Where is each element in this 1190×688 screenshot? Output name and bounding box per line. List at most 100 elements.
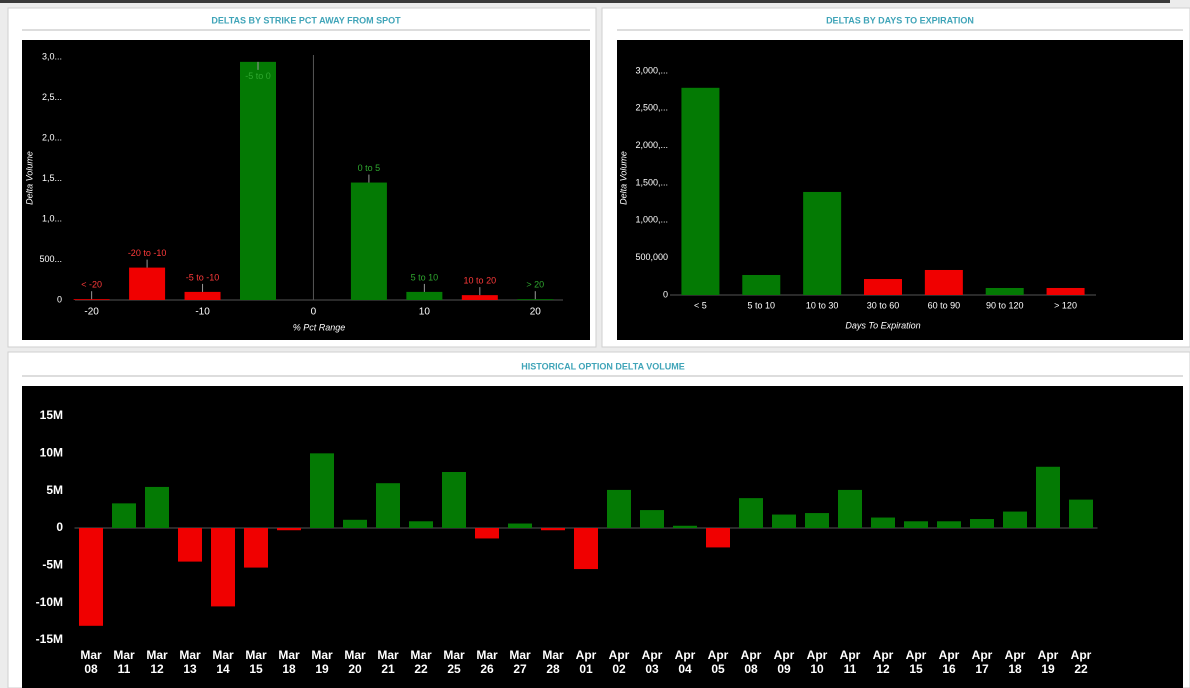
- x-tick-label: Mar 14: [212, 648, 234, 676]
- x-tick-label: Apr 19: [1037, 648, 1059, 676]
- x-tick-label: Apr 11: [839, 648, 861, 676]
- bar: [277, 528, 301, 531]
- y-tick-label: 1,000,...: [635, 215, 668, 225]
- y-tick-label: -10M: [36, 595, 63, 609]
- x-tick-label: Mar 21: [377, 648, 399, 676]
- bar: [129, 267, 166, 300]
- x-tick-label: Apr 10: [806, 648, 828, 676]
- x-tick-label: Apr 05: [707, 648, 729, 676]
- x-tick-label: Mar 15: [245, 648, 267, 676]
- x-tick-label: Apr 01: [575, 648, 597, 676]
- x-tick-label: Apr 03: [641, 648, 663, 676]
- x-tick-label: Mar 18: [278, 648, 300, 676]
- y-tick-label: 0: [663, 289, 668, 299]
- x-tick-label: Apr 18: [1004, 648, 1026, 676]
- x-tick-label: Apr 16: [938, 648, 960, 676]
- bar: [772, 514, 796, 528]
- bar: [211, 528, 235, 607]
- bar: [871, 517, 895, 528]
- y-tick-label: 2,000,...: [635, 140, 668, 150]
- bar: [574, 528, 598, 570]
- x-tick-label: Apr 15: [905, 648, 927, 676]
- x-tick-label: < 5: [694, 300, 707, 310]
- bar: [805, 513, 829, 528]
- bar-label: 10 to 20: [464, 276, 497, 286]
- x-tick-label: Mar 28: [542, 648, 564, 676]
- bar: [517, 299, 554, 300]
- bar: [803, 191, 842, 295]
- y-tick-label: 10M: [40, 446, 63, 460]
- y-tick-label: -15M: [36, 632, 63, 646]
- bar: [640, 510, 664, 528]
- y-tick-label: 500,000: [635, 252, 668, 262]
- x-tick-label: 60 to 90: [928, 300, 961, 310]
- x-tick-label: 20: [530, 307, 542, 318]
- bar: [681, 87, 720, 295]
- x-tick-label: 30 to 60: [867, 300, 900, 310]
- bar: [838, 489, 862, 528]
- x-tick-label: Mar 20: [344, 648, 366, 676]
- y-tick-label: -5M: [42, 558, 63, 572]
- x-tick-label: Mar 11: [113, 648, 135, 676]
- y-tick-label: 1,0...: [42, 213, 62, 223]
- y-tick-label: 0: [56, 520, 63, 534]
- bar: [240, 61, 276, 300]
- chart-title: DELTAS BY DAYS TO EXPIRATION: [826, 15, 974, 25]
- bar-label: > 20: [526, 280, 544, 290]
- bar: [178, 528, 202, 562]
- x-tick-label: 10 to 30: [806, 300, 839, 310]
- bar: [1046, 287, 1085, 295]
- bar-label: -20 to -10: [128, 248, 167, 258]
- y-tick-label: 1,5...: [42, 173, 62, 183]
- bar-label: -5 to -10: [186, 272, 220, 282]
- y-tick-label: 5M: [46, 483, 63, 497]
- y-tick-label: 3,000,...: [635, 65, 668, 75]
- x-tick-label: Mar 19: [311, 648, 333, 676]
- bar: [924, 269, 963, 295]
- bar: [742, 274, 781, 295]
- bar-label: -5 to 0: [245, 71, 271, 81]
- y-tick-label: 2,500,...: [635, 103, 668, 113]
- y-axis-label: Delta Volume: [24, 151, 34, 205]
- x-tick-label: Mar 22: [410, 648, 432, 676]
- bar: [310, 453, 334, 528]
- y-tick-label: 15M: [40, 408, 63, 422]
- bar-label: 5 to 10: [411, 272, 439, 282]
- x-axis-label: Days To Expiration: [845, 320, 920, 330]
- y-tick-label: 0: [57, 294, 62, 304]
- y-axis-label: Delta Volume: [618, 151, 628, 205]
- x-tick-label: Mar 12: [146, 648, 168, 676]
- x-tick-label: > 120: [1054, 300, 1077, 310]
- bar: [145, 486, 169, 528]
- y-tick-label: 2,0...: [42, 132, 62, 142]
- bar: [79, 528, 103, 626]
- y-tick-label: 500...: [39, 254, 62, 264]
- x-tick-label: Mar 13: [179, 648, 201, 676]
- bar: [409, 521, 433, 528]
- y-tick-label: 2,5...: [42, 92, 62, 102]
- x-tick-label: Mar 08: [80, 648, 102, 676]
- y-tick-label: 3,0...: [42, 51, 62, 61]
- bar: [985, 287, 1024, 295]
- x-tick-label: 0: [311, 307, 317, 318]
- bar: [376, 483, 400, 528]
- bar: [937, 521, 961, 528]
- bar: [541, 528, 565, 531]
- bar: [904, 521, 928, 528]
- bar: [442, 472, 466, 528]
- x-tick-label: Apr 17: [971, 648, 993, 676]
- x-tick-label: Mar 26: [476, 648, 498, 676]
- plot-background: [22, 40, 590, 340]
- bar: [508, 523, 532, 528]
- x-tick-label: Apr 02: [608, 648, 630, 676]
- x-tick-label: -20: [84, 307, 99, 318]
- bar: [461, 295, 498, 300]
- bar: [706, 528, 730, 548]
- x-tick-label: Apr 08: [740, 648, 762, 676]
- bar-label: 0 to 5: [358, 163, 381, 173]
- x-tick-label: Apr 12: [872, 648, 894, 676]
- x-tick-label: Apr 22: [1070, 648, 1092, 676]
- bar: [184, 291, 221, 300]
